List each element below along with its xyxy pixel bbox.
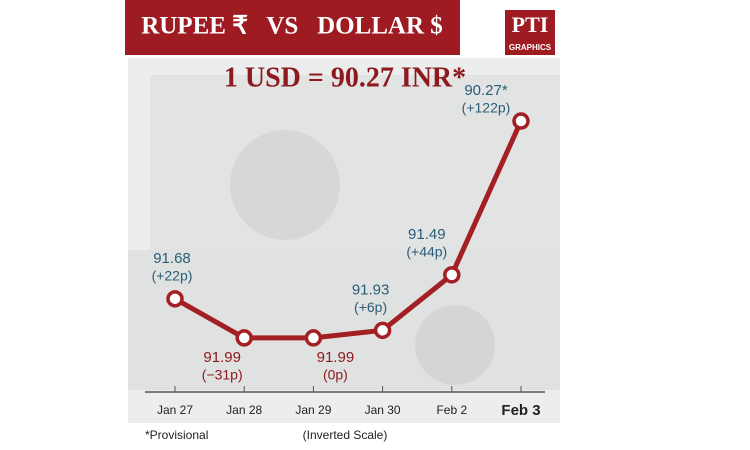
x-tick-label: Jan 30 — [365, 403, 401, 417]
chart-subtitle: 1 USD = 90.27 INR* — [224, 62, 466, 93]
rupee-note — [150, 75, 560, 250]
point — [304, 329, 323, 347]
value-label: 91.99 — [317, 349, 355, 366]
point — [373, 321, 392, 340]
change-label: (+44p) — [406, 244, 447, 260]
footnote: *Provisional — [145, 428, 208, 442]
x-tick-label: Jan 27 — [157, 403, 193, 417]
point — [166, 290, 184, 308]
scale-note: (Inverted Scale) — [303, 428, 388, 442]
logo-caption: GRAPHICS — [509, 43, 552, 52]
point — [443, 266, 461, 284]
title-box — [125, 0, 460, 55]
x-tick-label: Feb 2 — [436, 403, 467, 417]
change-label: (−31p) — [202, 367, 243, 383]
chart-title: RUPEE ₹ VS DOLLAR $ — [141, 13, 443, 40]
value-label: 90.27* — [464, 82, 508, 99]
change-label: (0p) — [323, 367, 348, 383]
value-label: 91.68 — [153, 250, 191, 267]
line — [173, 120, 524, 341]
x-tick-label: Feb 3 — [501, 402, 540, 419]
point — [235, 329, 253, 347]
change-label: (+22p) — [152, 268, 193, 284]
value-label: 91.49 — [408, 226, 446, 243]
note-seal — [415, 305, 495, 385]
logo: PTI — [512, 12, 549, 37]
value-label: 91.99 — [203, 349, 241, 366]
point — [512, 112, 530, 130]
change-label: (+6p) — [354, 299, 387, 315]
note-portrait — [230, 130, 340, 240]
logo-box — [505, 10, 555, 55]
x-tick-label: Jan 28 — [226, 403, 262, 417]
change-label: (+122p) — [462, 100, 511, 116]
x-tick-label: Jan 29 — [295, 403, 331, 417]
value-label: 91.93 — [352, 281, 390, 298]
